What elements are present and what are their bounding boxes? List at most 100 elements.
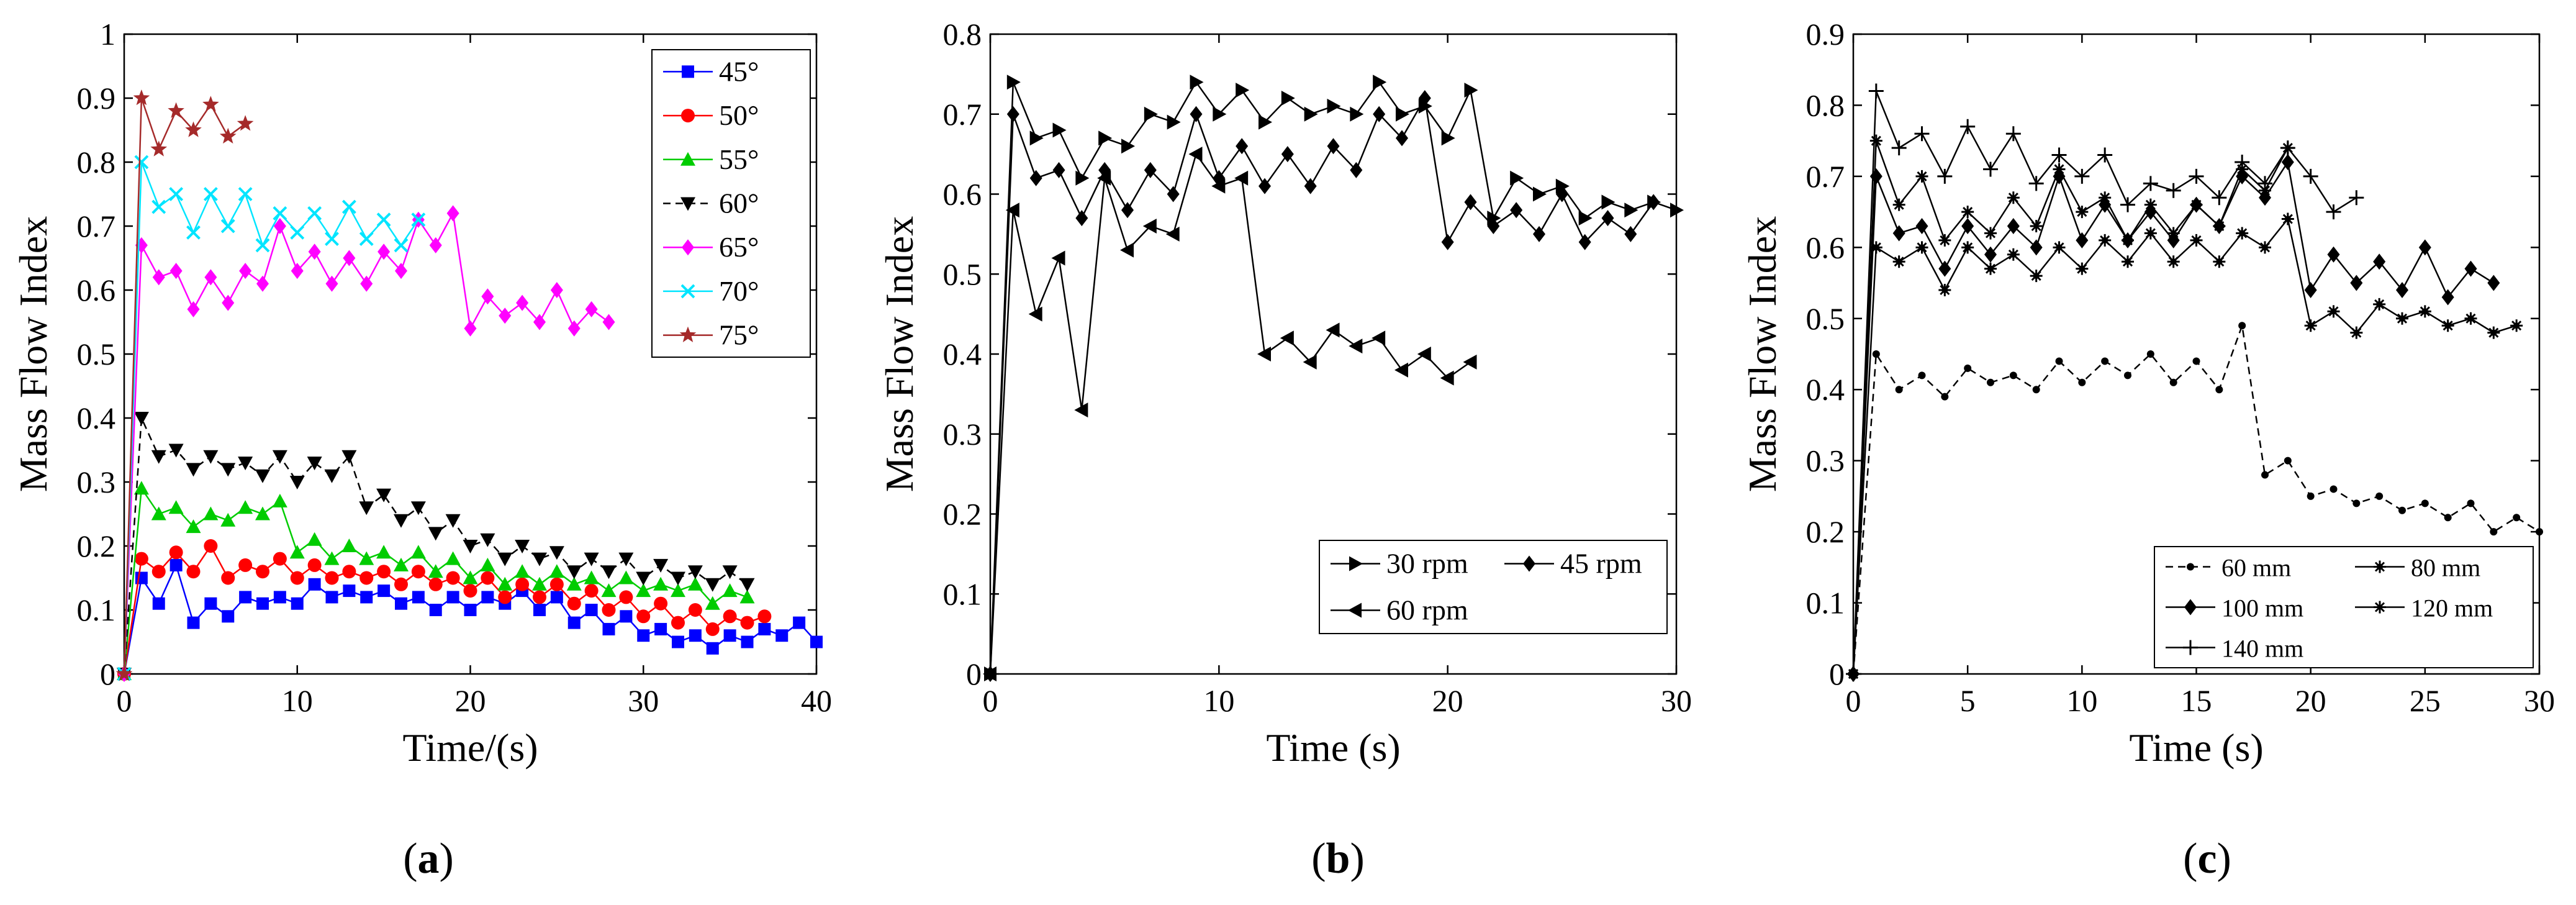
data-point <box>688 603 702 617</box>
data-point <box>324 551 340 565</box>
data-point <box>2076 232 2089 248</box>
series-120-mm <box>1847 134 2294 680</box>
data-point <box>2330 485 2338 493</box>
data-point <box>741 635 754 648</box>
data-point <box>133 481 149 495</box>
data-point <box>1938 284 1951 296</box>
legend-c: 60 mm 80 mm 100 mm 120 mm 140 mm <box>2154 546 2534 668</box>
data-point <box>2327 246 2340 263</box>
data-point <box>151 450 166 464</box>
data-point <box>1074 402 1088 418</box>
data-point <box>411 212 426 227</box>
series-line <box>123 161 419 675</box>
data-point <box>2213 255 2226 268</box>
data-point <box>341 199 356 214</box>
y-axis-label-a: Mass Flow Index <box>11 216 55 492</box>
data-point <box>533 604 546 616</box>
data-point <box>515 540 530 553</box>
data-point <box>238 457 253 471</box>
data-point <box>220 512 236 527</box>
data-point <box>1441 234 1454 250</box>
data-point <box>497 576 513 591</box>
data-point <box>1624 225 1637 242</box>
data-point <box>2284 457 2292 465</box>
data-point <box>325 591 338 604</box>
data-point <box>1394 362 1408 378</box>
data-point <box>1441 130 1455 146</box>
legend-marker <box>2187 563 2194 571</box>
data-point <box>376 212 391 227</box>
data-point <box>168 102 184 118</box>
data-point <box>2464 312 2477 325</box>
data-point <box>273 591 286 604</box>
data-point <box>1892 198 1905 211</box>
data-point <box>585 604 598 616</box>
data-point <box>1005 202 1019 218</box>
data-point <box>1304 106 1318 122</box>
data-point <box>1098 130 1113 146</box>
y-tick-label: 0 <box>100 657 115 691</box>
data-point <box>1961 241 1974 254</box>
chart-panel-b: 0 0.1 0.2 0.3 0.4 0.5 0.6 0.7 0.8 0 10 20 30 30 rpm 4… <box>877 17 1692 883</box>
data-point <box>204 539 218 553</box>
data-point <box>1915 170 1928 183</box>
series-60-mm <box>1850 322 2543 678</box>
data-point <box>1891 140 1907 156</box>
data-point <box>758 622 771 635</box>
data-point <box>532 552 547 566</box>
data-point <box>2055 357 2063 365</box>
x-tick-label: 10 <box>282 683 313 718</box>
data-point <box>1396 106 1409 122</box>
data-point <box>1188 147 1203 162</box>
data-point <box>152 597 165 610</box>
data-point <box>2146 350 2154 358</box>
legend-entry: 100 mm <box>2221 594 2303 622</box>
data-point <box>1075 210 1088 227</box>
data-point <box>1006 75 1021 90</box>
legend-marker <box>1348 603 1362 618</box>
data-point <box>220 463 236 477</box>
data-point <box>2122 255 2134 268</box>
y-tick-label: 0.5 <box>77 337 116 371</box>
data-point <box>2236 227 2249 240</box>
data-point <box>325 571 339 585</box>
data-point <box>134 155 149 170</box>
data-point <box>481 288 494 305</box>
data-point <box>2257 176 2272 191</box>
data-point <box>169 263 183 280</box>
y-tick-label: 0.4 <box>77 401 116 435</box>
chart-panel-a: 00.10.20.30.40.50.60.70.80.910 10 20 30 40 4… <box>11 17 832 883</box>
data-point <box>602 314 615 330</box>
data-point <box>220 219 235 234</box>
legend-entry: 55° <box>719 143 759 175</box>
data-point <box>1006 106 1019 122</box>
data-point <box>2030 239 2043 256</box>
data-point <box>549 546 564 560</box>
legend-marker <box>681 109 695 123</box>
data-point <box>2215 386 2223 394</box>
data-point <box>1914 126 1930 142</box>
data-point <box>1960 119 1976 134</box>
data-point <box>1938 234 1951 247</box>
data-point <box>618 570 634 584</box>
y-tick-label: 1 <box>100 17 115 52</box>
data-point <box>2051 147 2067 163</box>
legend-box <box>2154 546 2534 668</box>
data-point <box>395 597 407 610</box>
data-point <box>1464 83 1478 98</box>
data-point <box>2375 492 2384 500</box>
data-point <box>1144 106 1158 122</box>
data-point <box>2536 528 2543 536</box>
x-tick-label: 0 <box>983 683 998 718</box>
series-60- <box>117 412 755 681</box>
y-tick-label: 0.1 <box>943 576 982 611</box>
data-point <box>2120 197 2135 212</box>
data-point <box>2212 190 2227 206</box>
series-65- <box>118 205 615 682</box>
legend-marker <box>1523 555 1535 572</box>
series-70- <box>117 155 426 681</box>
data-point <box>1120 242 1134 258</box>
data-point <box>428 527 443 541</box>
data-point <box>273 206 287 221</box>
